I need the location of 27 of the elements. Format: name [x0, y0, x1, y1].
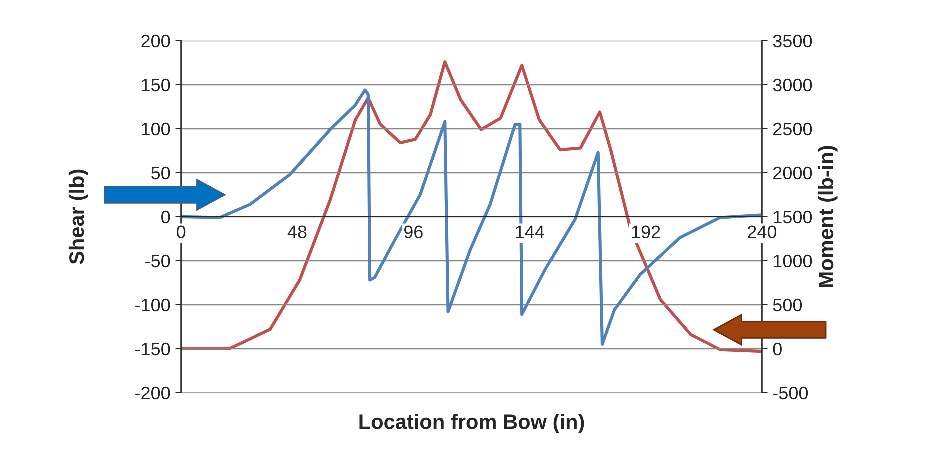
y-tick-label: 200: [142, 34, 170, 48]
y2-tick-label: 2500: [774, 122, 812, 136]
y-tick-label: 100: [142, 122, 170, 136]
y2-tick-label: -500: [773, 386, 808, 400]
x-tick-label: 192: [632, 226, 660, 239]
y2-tick-label: 3500: [773, 34, 812, 48]
y2-tick-label: 1500: [774, 210, 812, 224]
y-tick-label: -200: [136, 386, 170, 400]
x-tick-label: 0: [176, 226, 186, 239]
x-tick-label: 96: [404, 226, 423, 239]
x-tick-label: 48: [288, 226, 307, 239]
y-tick-label: 0: [162, 210, 170, 224]
x-tick-label: 240: [748, 226, 777, 239]
y-tick-label: -150: [136, 342, 170, 356]
y-tick-label: 50: [152, 166, 170, 180]
y-tick-label: -100: [136, 298, 170, 312]
y2-tick-label: 2000: [774, 166, 812, 180]
y2-axis-title: Moment (lb-in): [818, 146, 838, 288]
y2-tick-label: 0: [773, 342, 782, 356]
y-tick-label: -50: [146, 254, 170, 268]
y2-tick-label: 3000: [773, 78, 812, 92]
y-tick-label: 150: [142, 78, 170, 92]
y2-tick-label: 1000: [774, 254, 812, 268]
x-axis-title: Location from Bow (in): [360, 414, 584, 434]
x-tick-label: 144: [516, 226, 544, 238]
y2-tick-label: 500: [773, 298, 802, 312]
y-axis-title: Shear (lb): [68, 170, 88, 264]
